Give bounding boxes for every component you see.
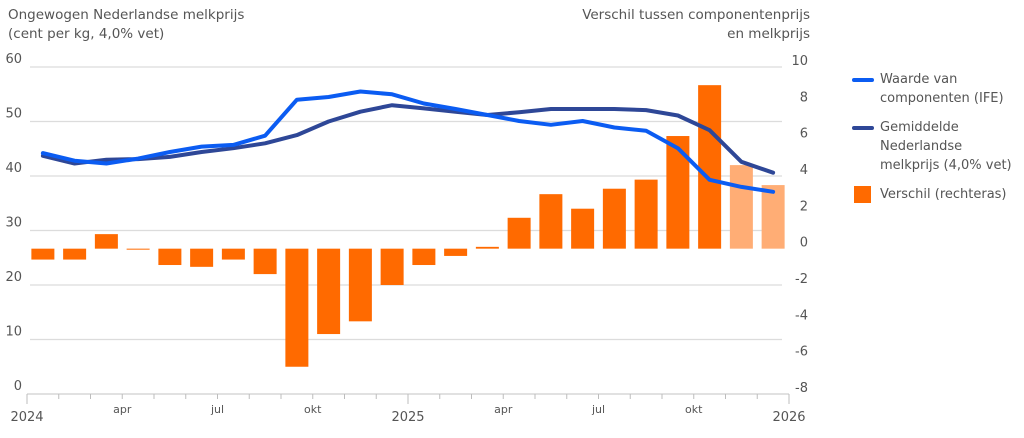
legend-item: Gemiddelde Nederlandse melkprijs (4,0% vet…: [852, 118, 1022, 175]
axes: 0 10 20 30 40 50 60 -8 -6 -4 -2 0 2 4 6 8 10 2024 2025 2026…: [5, 52, 808, 425]
right-tick-label: -6: [795, 345, 808, 360]
left-tick-label: 0: [14, 379, 22, 394]
line-melkprijs: [40, 103, 776, 175]
left-axis-title-line2: (cent per kg, 4,0% vet): [8, 26, 165, 42]
legend: Waarde van componenten (IFE) Gemiddelde Ned…: [852, 70, 1022, 214]
bar-verschil: [539, 194, 563, 249]
legend-label: Nederlandse: [880, 139, 963, 154]
left-axis-title: Ongewogen Nederlandse melkprijs (cent pe…: [8, 6, 244, 44]
legend-label: Waarde van: [880, 72, 958, 87]
right-tick-label: 8: [800, 90, 808, 105]
right-tick-label: -8: [795, 381, 808, 396]
legend-item: Verschil (rechteras): [852, 185, 1022, 204]
bar-verschil: [571, 208, 595, 249]
x-month-label: okt: [304, 403, 322, 416]
bar-verschil: [666, 136, 690, 249]
legend-box-swatch: [854, 186, 871, 203]
right-tick-label: 2: [800, 199, 808, 214]
legend-label: Gemiddelde: [880, 120, 959, 135]
bar-verschil: [31, 248, 55, 260]
left-tick-label: 50: [5, 107, 22, 122]
right-tick-label: 6: [800, 127, 808, 142]
legend-item: Waarde van componenten (IFE): [852, 70, 1022, 108]
bar-verschil: [444, 248, 468, 256]
gridlines: [30, 66, 782, 341]
right-axis-title-line2: en melkprijs: [727, 26, 810, 42]
bar-verschil: [348, 248, 372, 322]
legend-line-swatch: [852, 126, 874, 130]
right-tick-label: -4: [795, 308, 808, 323]
bar-verschil: [253, 248, 277, 275]
left-tick-label: 20: [5, 270, 22, 285]
x-month-label: okt: [685, 403, 703, 416]
legend-label: Verschil (rechteras): [880, 187, 1007, 202]
bar-verschil: [380, 248, 404, 285]
bar-verschil: [126, 248, 150, 250]
x-major-label: 2026: [772, 410, 805, 425]
legend-label: componenten (IFE): [880, 91, 1004, 106]
bar-verschil: [94, 234, 118, 249]
bar-verschil: [221, 248, 245, 260]
bar-verschil: [158, 248, 182, 266]
bar-verschil: [63, 248, 87, 260]
bar-verschil: [634, 179, 658, 249]
bars-verschil: [31, 85, 785, 367]
right-tick-label: -2: [795, 272, 808, 287]
bar-verschil: [190, 248, 214, 267]
right-tick-label: 10: [791, 54, 808, 69]
left-tick-label: 10: [5, 325, 22, 340]
bar-verschil: [507, 217, 531, 249]
x-month-label: apr: [113, 403, 132, 416]
right-axis-title-line1: Verschil tussen componentenprijs: [582, 7, 810, 23]
left-tick-label: 30: [5, 216, 22, 231]
left-axis-title-line1: Ongewogen Nederlandse melkprijs: [8, 7, 245, 23]
x-major-label: 2024: [10, 410, 43, 425]
right-tick-label: 0: [800, 236, 808, 251]
legend-line-swatch: [852, 78, 874, 82]
x-major-label: 2025: [391, 410, 424, 425]
bar-verschil: [729, 165, 753, 249]
line-ife: [40, 89, 776, 194]
right-axis-title: Verschil tussen componentenprijs en melk…: [582, 6, 810, 44]
bar-verschil: [317, 248, 341, 335]
bar-verschil: [698, 85, 722, 249]
right-tick-label: 4: [800, 163, 808, 178]
bar-verschil: [475, 246, 499, 249]
x-month-label: jul: [210, 403, 224, 416]
lines: [40, 89, 776, 194]
left-tick-label: 40: [5, 161, 22, 176]
legend-label: melkprijs (4,0% vet): [880, 158, 1012, 173]
x-month-label: apr: [494, 403, 513, 416]
bar-verschil: [761, 185, 785, 249]
left-tick-label: 60: [5, 52, 22, 67]
bar-verschil: [412, 248, 436, 266]
bar-verschil: [602, 188, 626, 249]
bar-verschil: [285, 248, 309, 367]
x-month-label: jul: [591, 403, 605, 416]
